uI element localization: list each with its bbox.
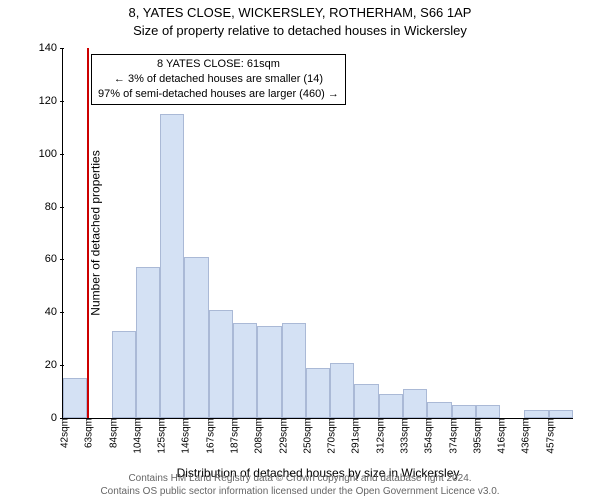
histogram-bar [549,410,573,418]
x-tick: 395sqm [468,418,483,454]
x-tick: 42sqm [56,418,71,448]
histogram-bar [209,310,233,418]
histogram-bar [476,405,500,418]
histogram-bar [379,394,403,418]
histogram-bar [160,114,184,418]
y-tick: 100 [39,148,63,160]
x-tick: 84sqm [104,418,119,448]
histogram-bar [354,384,378,418]
y-tick: 60 [45,253,63,265]
chart-container: 8, YATES CLOSE, WICKERSLEY, ROTHERHAM, S… [0,0,600,500]
histogram-bar [427,402,451,418]
y-tick: 120 [39,95,63,107]
histogram-bar [233,323,257,418]
x-tick: 457sqm [541,418,556,454]
histogram-bar [63,378,87,418]
histogram-bar [452,405,476,418]
y-axis-label: Number of detached properties [89,150,103,315]
histogram-bar [136,267,160,418]
x-tick: 354sqm [420,418,435,454]
annotation-line: 97% of semi-detached houses are larger (… [98,87,339,102]
title-subtitle: Size of property relative to detached ho… [0,22,600,40]
histogram-bar [112,331,136,418]
annotation-box: 8 YATES CLOSE: 61sqm← 3% of detached hou… [91,54,346,105]
x-tick: 333sqm [396,418,411,454]
histogram-bar [403,389,427,418]
annotation-line: 8 YATES CLOSE: 61sqm [98,57,339,72]
x-tick: 167sqm [201,418,216,454]
x-tick: 104sqm [128,418,143,454]
histogram-bar [524,410,548,418]
annotation-line: ← 3% of detached houses are smaller (14) [98,72,339,87]
title-block: 8, YATES CLOSE, WICKERSLEY, ROTHERHAM, S… [0,0,600,39]
y-tick: 80 [45,201,63,213]
x-tick: 416sqm [493,418,508,454]
y-tick: 40 [45,306,63,318]
histogram-bar [282,323,306,418]
x-tick: 312sqm [371,418,386,454]
x-tick: 63sqm [80,418,95,448]
x-tick: 291sqm [347,418,362,454]
x-tick: 187sqm [226,418,241,454]
plot-area: Number of detached properties Distributi… [62,48,573,419]
y-tick: 140 [39,42,63,54]
reference-line [87,48,89,418]
x-tick: 270sqm [323,418,338,454]
x-tick: 229sqm [274,418,289,454]
histogram-bar [306,368,330,418]
x-tick: 146sqm [177,418,192,454]
y-tick: 20 [45,359,63,371]
histogram-bar [257,326,281,419]
x-tick: 374sqm [444,418,459,454]
x-tick: 250sqm [298,418,313,454]
x-tick: 125sqm [153,418,168,454]
footer-line-2: Contains OS public sector information li… [0,486,600,499]
histogram-bar [330,363,354,419]
footer-line-1: Contains HM Land Registry data © Crown c… [0,473,600,486]
footer-attribution: Contains HM Land Registry data © Crown c… [0,473,600,498]
x-tick: 436sqm [517,418,532,454]
x-tick: 208sqm [250,418,265,454]
title-address: 8, YATES CLOSE, WICKERSLEY, ROTHERHAM, S… [0,4,600,22]
histogram-bar [184,257,208,418]
